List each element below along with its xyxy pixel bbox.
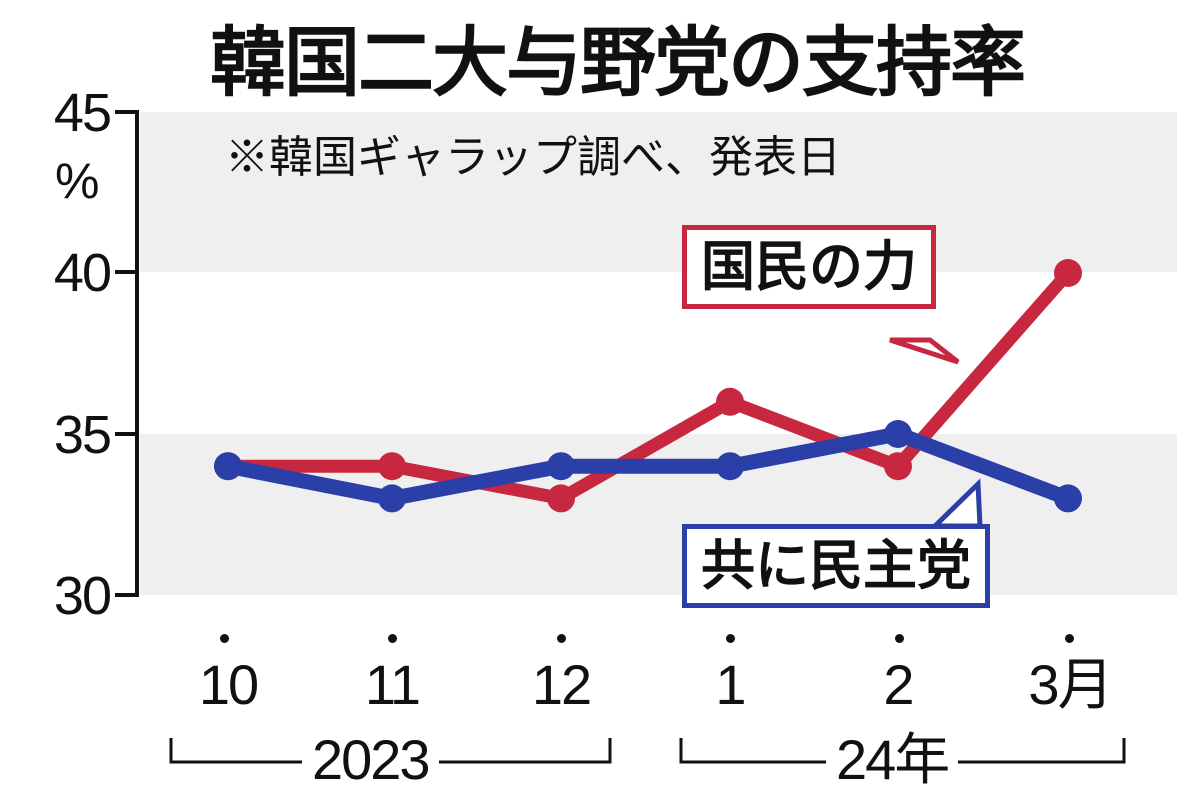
y-tick-35: 35 bbox=[53, 405, 112, 465]
data-point bbox=[214, 452, 242, 481]
x-tick-dot bbox=[220, 634, 229, 643]
data-point bbox=[547, 484, 575, 513]
data-point bbox=[378, 484, 406, 513]
data-point bbox=[716, 452, 744, 481]
year-label-2024: 24年 bbox=[826, 730, 959, 790]
data-point bbox=[378, 452, 406, 481]
dpk-series-line bbox=[214, 420, 1082, 513]
data-point bbox=[716, 387, 744, 416]
x-tick-dot bbox=[1065, 634, 1074, 643]
data-point bbox=[1054, 484, 1082, 513]
data-point bbox=[1054, 259, 1082, 287]
x-tick-nov: 11 bbox=[364, 653, 421, 716]
data-point bbox=[884, 420, 912, 448]
x-tick-dot bbox=[726, 634, 735, 643]
x-tick-feb: 2 bbox=[883, 653, 914, 716]
data-point bbox=[547, 452, 575, 481]
x-tick-dot bbox=[895, 634, 904, 643]
y-tick-40: 40 bbox=[53, 243, 112, 303]
band-45-40 bbox=[140, 112, 1177, 272]
chart-title: 韓国二大与野党の支持率 bbox=[210, 18, 1026, 107]
x-tick-dec: 12 bbox=[531, 653, 592, 716]
x-tick-oct: 10 bbox=[198, 653, 259, 716]
x-tick-mar: 3月 bbox=[1028, 653, 1113, 716]
x-tick-jan: 1 bbox=[715, 653, 746, 716]
x-tick-dot bbox=[388, 634, 397, 643]
y-tick-30: 30 bbox=[53, 566, 112, 626]
ppp-callout-label: 国民の力 bbox=[682, 225, 936, 309]
x-tick-dot bbox=[557, 634, 566, 643]
ppp-callout-tail bbox=[889, 337, 960, 365]
chart-source-note: ※韓国ギャラップ調べ、発表日 bbox=[225, 132, 841, 183]
y-unit-label: % bbox=[55, 153, 100, 209]
data-point bbox=[884, 452, 912, 481]
year-label-2023: 2023 bbox=[302, 730, 439, 790]
band-35-30 bbox=[140, 434, 1177, 595]
dpk-callout-label: 共に民主党 bbox=[682, 524, 990, 608]
y-tick-45: 45 bbox=[53, 83, 112, 143]
y-axis bbox=[115, 110, 139, 597]
